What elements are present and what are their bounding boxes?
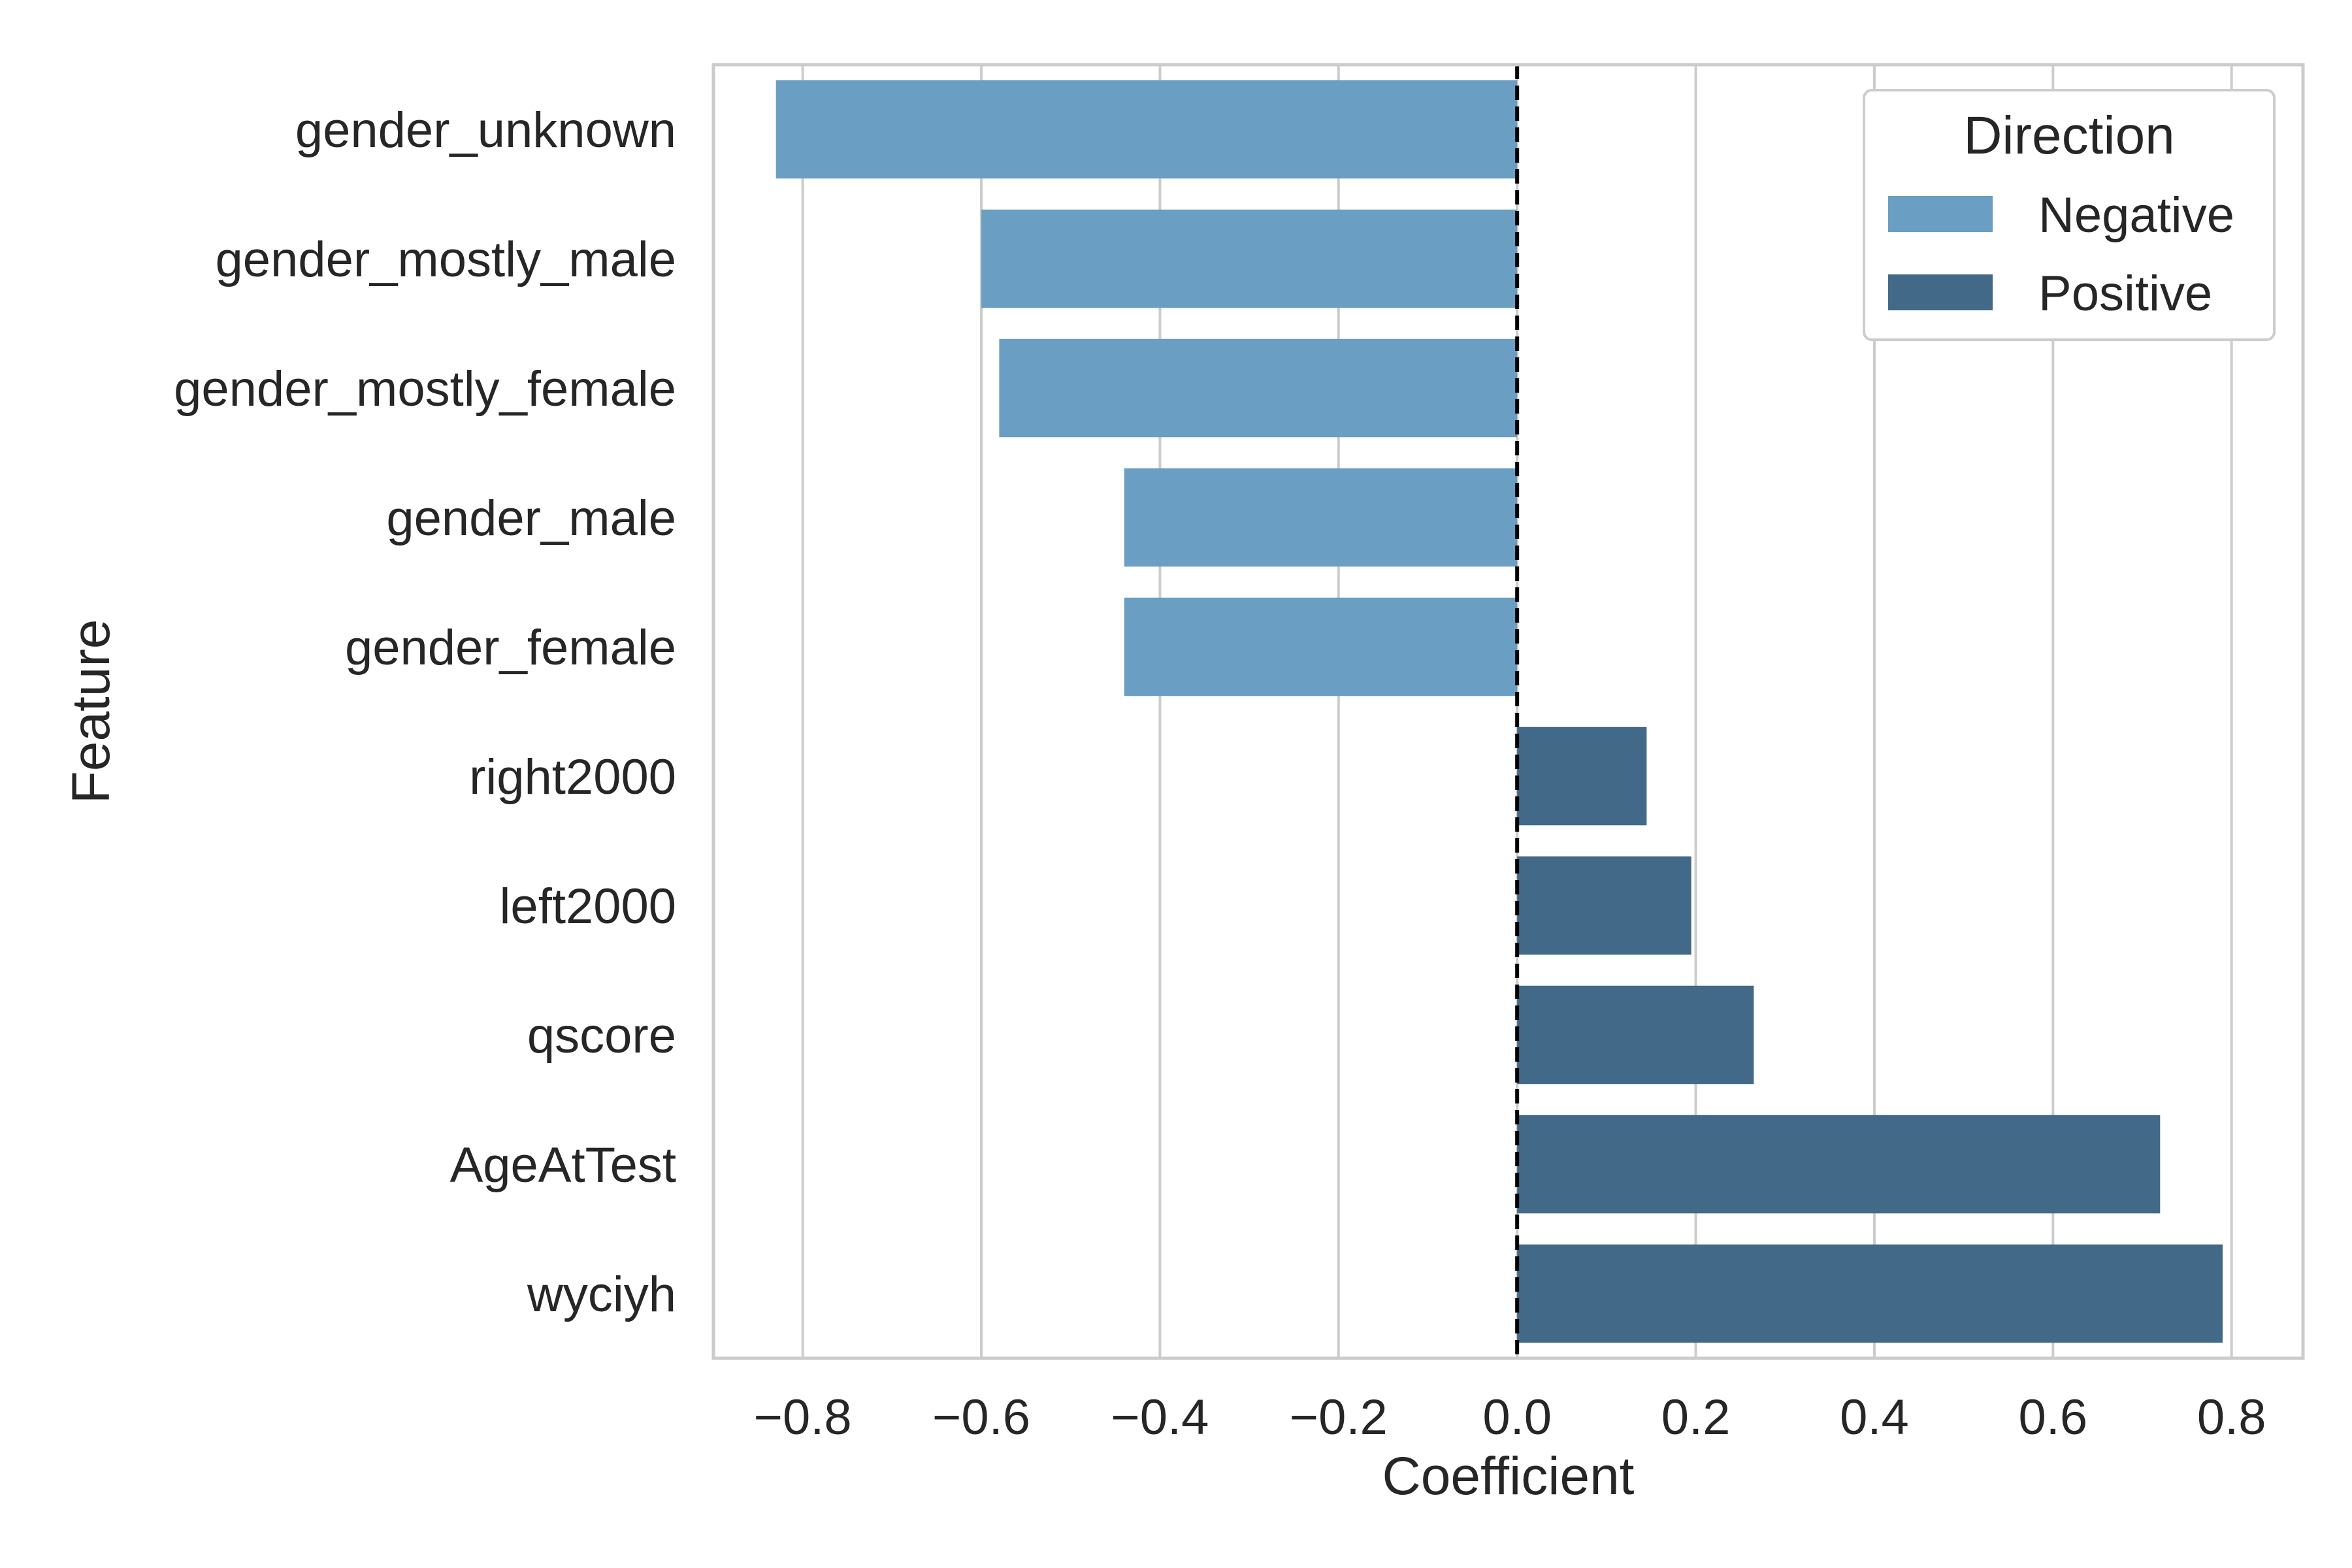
plot-frame xyxy=(711,63,2305,1360)
y-tick-label-left2000: left2000 xyxy=(500,879,676,934)
x-tick-label-6: 0.4 xyxy=(1840,1390,1909,1445)
y-tick-label-gender-female: gender_female xyxy=(345,620,676,676)
bar-ageattest xyxy=(1517,1115,2161,1214)
legend-label-negative: Negative xyxy=(2038,188,2234,243)
bar-gender-male xyxy=(1124,468,1518,567)
bar-gender-mostly-male xyxy=(981,209,1518,308)
bars xyxy=(776,80,2223,1343)
y-axis-title: Feature xyxy=(61,619,121,804)
bar-gender-female xyxy=(1124,597,1518,696)
x-tick-labels: −0.8 −0.6 −0.4 −0.2 0.0 0.2 0.4 0.6 0.8 xyxy=(754,1390,2266,1445)
y-tick-label-right2000: right2000 xyxy=(469,749,676,805)
y-tick-label-gender-unknown: gender_unknown xyxy=(295,103,676,158)
x-tick-label-3: −0.2 xyxy=(1290,1390,1388,1445)
bar-right2000 xyxy=(1517,727,1647,826)
y-tick-label-gender-mostly-female: gender_mostly_female xyxy=(174,361,676,417)
x-tick-label-5: 0.2 xyxy=(1661,1390,1731,1445)
legend: Direction Negative Positive xyxy=(1863,89,2276,341)
bar-wyciyh xyxy=(1517,1244,2223,1343)
x-tick-label-7: 0.6 xyxy=(2018,1390,2087,1445)
bar-gender-unknown xyxy=(776,80,1518,179)
legend-swatch-positive xyxy=(1888,274,1993,310)
x-tick-label-2: −0.4 xyxy=(1111,1390,1209,1445)
x-tick-label-8: 0.8 xyxy=(2197,1390,2266,1445)
bar-gender-mostly-female xyxy=(999,338,1518,438)
bar-qscore xyxy=(1517,985,1754,1085)
y-tick-labels: gender_unknown gender_mostly_male gender_m… xyxy=(174,103,676,1322)
legend-swatch-negative xyxy=(1888,196,1993,232)
y-tick-label-gender-male: gender_male xyxy=(386,491,676,546)
legend-label-positive: Positive xyxy=(2038,266,2212,321)
x-tick-label-4: 0.0 xyxy=(1482,1390,1552,1445)
y-tick-label-ageattest: AgeAtTest xyxy=(450,1137,676,1193)
x-axis-title: Coefficient xyxy=(1382,1446,1635,1506)
y-tick-label-qscore: qscore xyxy=(527,1008,676,1064)
y-tick-label-wyciyh: wyciyh xyxy=(527,1267,676,1322)
x-tick-label-1: −0.6 xyxy=(932,1390,1030,1445)
x-tick-label-0: −0.8 xyxy=(754,1390,852,1445)
legend-title: Direction xyxy=(1963,106,2175,165)
bar-left2000 xyxy=(1517,856,1691,955)
y-tick-label-gender-mostly-male: gender_mostly_male xyxy=(216,232,677,287)
